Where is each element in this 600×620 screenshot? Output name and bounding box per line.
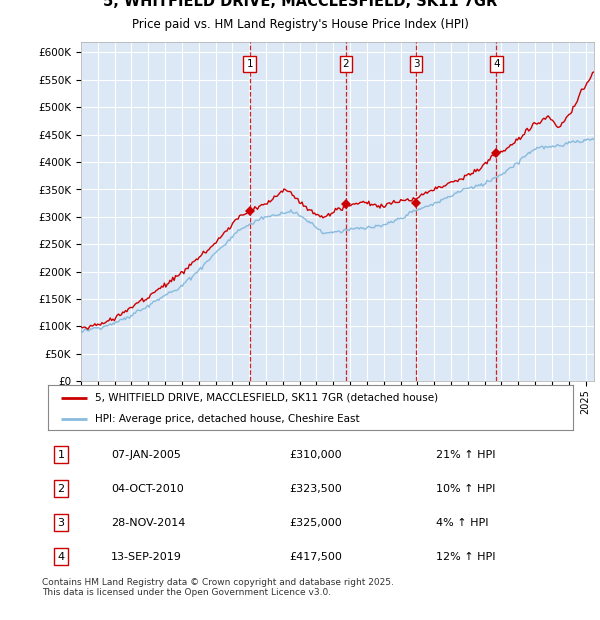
Text: 04-OCT-2010: 04-OCT-2010	[111, 484, 184, 494]
Text: 3: 3	[413, 59, 419, 69]
Text: 3: 3	[58, 518, 65, 528]
Text: 5, WHITFIELD DRIVE, MACCLESFIELD, SK11 7GR (detached house): 5, WHITFIELD DRIVE, MACCLESFIELD, SK11 7…	[95, 392, 439, 402]
Text: 4: 4	[58, 552, 65, 562]
Text: 28-NOV-2014: 28-NOV-2014	[111, 518, 185, 528]
Text: HPI: Average price, detached house, Cheshire East: HPI: Average price, detached house, Ches…	[95, 414, 360, 423]
Text: 10% ↑ HPI: 10% ↑ HPI	[437, 484, 496, 494]
Text: 4: 4	[493, 59, 500, 69]
Text: 13-SEP-2019: 13-SEP-2019	[111, 552, 182, 562]
Text: 1: 1	[247, 59, 253, 69]
Text: 4% ↑ HPI: 4% ↑ HPI	[437, 518, 489, 528]
Text: 12% ↑ HPI: 12% ↑ HPI	[437, 552, 496, 562]
Text: Price paid vs. HM Land Registry's House Price Index (HPI): Price paid vs. HM Land Registry's House …	[131, 18, 469, 30]
Text: 21% ↑ HPI: 21% ↑ HPI	[437, 450, 496, 460]
Text: £310,000: £310,000	[290, 450, 342, 460]
Text: 2: 2	[58, 484, 65, 494]
Text: 5, WHITFIELD DRIVE, MACCLESFIELD, SK11 7GR: 5, WHITFIELD DRIVE, MACCLESFIELD, SK11 7…	[103, 0, 497, 9]
Text: £323,500: £323,500	[290, 484, 342, 494]
Text: Contains HM Land Registry data © Crown copyright and database right 2025.
This d: Contains HM Land Registry data © Crown c…	[42, 578, 394, 597]
Text: 1: 1	[58, 450, 65, 460]
Text: 07-JAN-2005: 07-JAN-2005	[111, 450, 181, 460]
Text: £325,000: £325,000	[290, 518, 342, 528]
Text: 2: 2	[343, 59, 349, 69]
Text: £417,500: £417,500	[290, 552, 343, 562]
